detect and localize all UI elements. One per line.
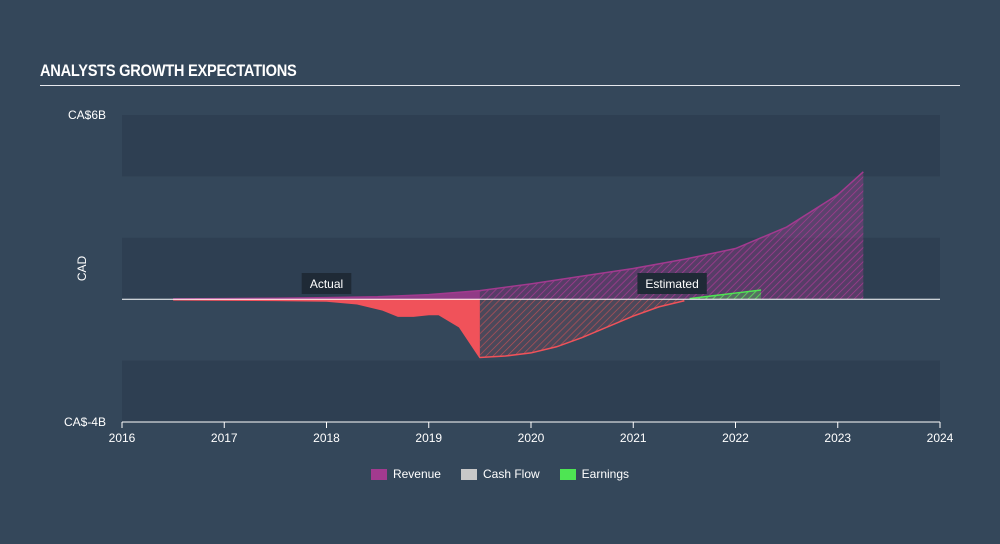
legend-swatch-earnings [559,468,576,480]
axes: 2016 2017 2018 2019 2020 2021 2022 2023 2024 CA$6… [64,108,954,445]
annotation-estimated-box [637,273,707,294]
annotation-estimated-label: Estimated [645,277,698,291]
area-revenue-actual [173,290,480,300]
series-areas [173,171,864,359]
chart-title: ANALYSTS GROWTH EXPECTATIONS [40,61,297,80]
legend-item-revenue[interactable]: Revenue [370,467,441,481]
y-tick-label-bottom: CA$-4B [64,415,106,429]
x-tick-label-2022: 2022 [722,431,749,445]
x-tick-label-2017: 2017 [211,431,238,445]
annotation-actual-box [301,273,352,294]
legend-item-earnings[interactable]: Earnings [559,467,630,481]
x-tick-label-2018: 2018 [313,431,340,445]
x-tick-label-2019: 2019 [415,431,442,445]
area-revenue-estimated [479,171,864,300]
legend: Revenue Cash Flow Earnings [0,467,1000,481]
area-cash-flow-actual [173,299,480,358]
annotation-actual: Actual [301,273,352,294]
legend-label-cash-flow: Cash Flow [482,467,540,481]
annotation-estimated: Estimated [637,273,707,294]
legend-swatch-revenue [370,468,387,480]
y-axis-label: CAD [75,256,89,282]
grid-band [122,360,940,422]
x-tick-label-2016: 2016 [109,431,136,445]
area-cash-flow-estimated [479,299,685,358]
x-tick-label-2024: 2024 [927,431,954,445]
title-divider [40,85,960,86]
y-tick-label-top: CA$6B [68,108,106,122]
x-tick-label-2021: 2021 [620,431,647,445]
line-earnings [689,289,762,300]
annotation-actual-label: Actual [310,277,343,291]
grid-band [122,115,940,177]
legend-label-revenue: Revenue [392,467,441,481]
legend-swatch-cash-flow [460,468,477,480]
x-tick-label-2020: 2020 [518,431,545,445]
legend-label-earnings: Earnings [581,467,630,481]
line-revenue [173,171,864,300]
line-cash-flow [173,299,685,359]
annotations: Actual Estimated [301,273,707,294]
x-tick-label-2023: 2023 [824,431,851,445]
legend-item-cash-flow[interactable]: Cash Flow [460,467,540,481]
